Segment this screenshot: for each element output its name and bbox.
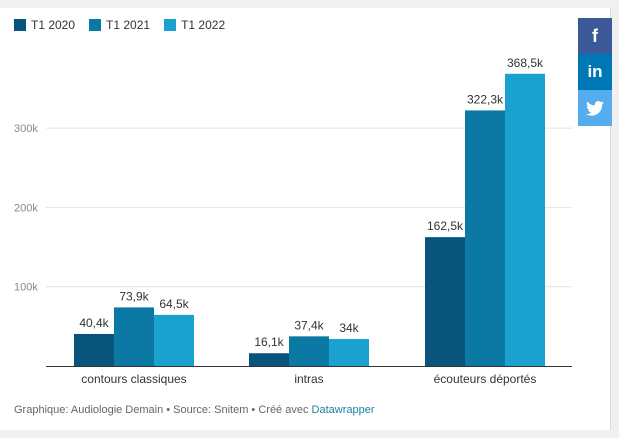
chart-footer: Graphique: Audiologie Demain • Source: S…: [14, 404, 375, 416]
data-label: 64,5k: [159, 297, 189, 311]
x-tick-label: contours classiques: [81, 372, 186, 386]
data-label: 73,9k: [119, 289, 149, 303]
legend-swatch: [164, 19, 177, 31]
datawrapper-link[interactable]: Datawrapper: [311, 404, 375, 416]
x-tick-label: intras: [294, 372, 323, 386]
legend-item-2021: T1 2021: [89, 18, 150, 32]
legend-label: T1 2022: [181, 18, 226, 32]
y-tick-label: 300k: [14, 123, 38, 135]
legend-item-2022: T1 2022: [164, 18, 225, 32]
bar: [505, 73, 545, 366]
legend-swatch: [14, 19, 26, 31]
data-label: 368,5k: [507, 56, 544, 70]
legend-label: T1 2021: [106, 18, 151, 32]
data-label: 16,1k: [254, 335, 284, 349]
bar: [74, 333, 114, 366]
y-tick-label: 200k: [14, 202, 38, 214]
legend-item-2020: T1 2020: [14, 18, 75, 32]
data-label: 322,3k: [467, 92, 504, 106]
legend-swatch: [89, 19, 102, 31]
bar: [249, 353, 289, 366]
twitter-icon: [586, 100, 604, 116]
linkedin-icon: in: [587, 62, 603, 81]
legend: T1 2020 T1 2021 T1 2022: [14, 18, 225, 32]
bar: [425, 237, 465, 366]
legend-label: T1 2020: [31, 18, 76, 32]
bar: [329, 339, 369, 366]
bar: [465, 110, 505, 366]
bar: [289, 336, 329, 366]
bar: [114, 307, 154, 366]
card-border: [610, 8, 611, 430]
linkedin-share-button[interactable]: in: [578, 54, 612, 90]
data-label: 162,5k: [427, 219, 464, 233]
y-tick-label: 100k: [14, 282, 38, 294]
data-label: 40,4k: [79, 316, 109, 330]
data-label: 37,4k: [294, 318, 324, 332]
facebook-icon: f: [592, 25, 598, 46]
share-bar: f in: [578, 18, 612, 126]
footer-credits: Graphique: Audiologie Demain • Source: S…: [14, 404, 309, 416]
twitter-share-button[interactable]: [578, 90, 612, 126]
bar: [154, 314, 194, 366]
facebook-share-button[interactable]: f: [578, 18, 612, 54]
data-label: 34k: [339, 321, 359, 335]
x-tick-label: écouteurs déportés: [434, 372, 537, 386]
